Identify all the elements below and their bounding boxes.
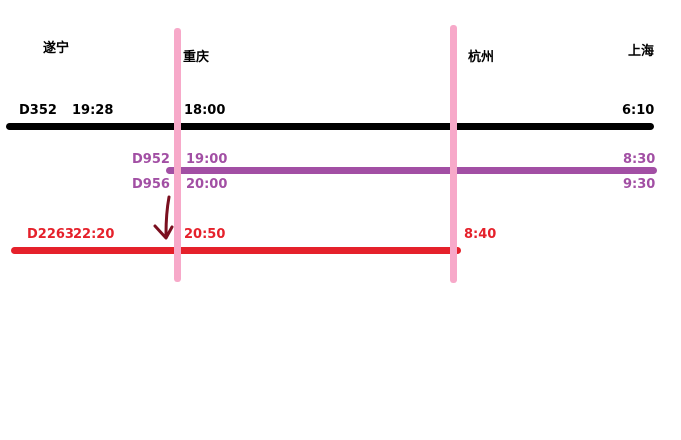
d352-depart-time: 19:28: [72, 103, 114, 118]
d952-shanghai-time: 8:30: [623, 152, 656, 167]
d956-shanghai-time: 9:30: [623, 177, 656, 192]
city-shanghai-label: 上海: [628, 44, 655, 59]
d352-shanghai-time: 6:10: [622, 103, 655, 118]
d2263-chongqing-time: 20:50: [184, 227, 226, 242]
d2263-depart-time: 22:20: [73, 227, 115, 242]
city-chongqing-label: 重庆: [183, 50, 210, 65]
d2263-hangzhou-time: 8:40: [464, 227, 497, 242]
d2263-line: [11, 247, 461, 254]
d956-code-label: D956: [132, 177, 170, 192]
d952-line: [166, 167, 657, 174]
chongqing-marker-line: [174, 28, 181, 282]
d352-line: [6, 123, 654, 130]
d956-chongqing-time: 20:00: [186, 177, 228, 192]
hangzhou-marker-line: [450, 25, 457, 283]
d952-code-label: D952: [132, 152, 170, 167]
transfer-arrow-icon: [153, 195, 174, 240]
d352-code-label: D352: [19, 103, 57, 118]
d952-chongqing-time: 19:00: [186, 152, 228, 167]
city-hangzhou-label: 杭州: [468, 50, 495, 65]
d352-chongqing-time: 18:00: [184, 103, 226, 118]
city-suining-label: 遂宁: [43, 41, 70, 56]
d2263-code-label: D2263: [27, 227, 74, 242]
